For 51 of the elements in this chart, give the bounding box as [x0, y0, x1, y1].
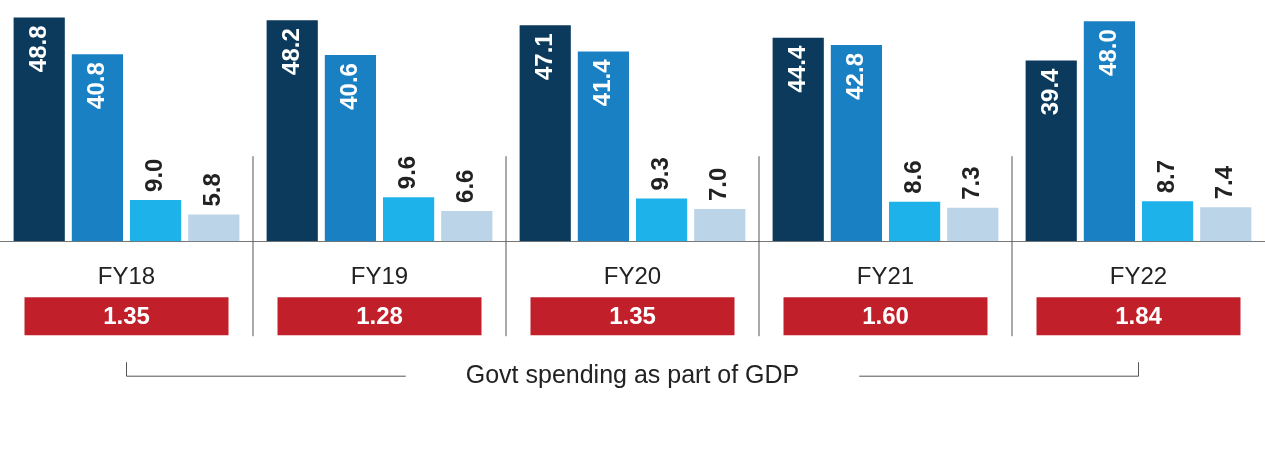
bar: [635, 198, 688, 242]
bar: [129, 199, 182, 242]
data-label: 8.6: [899, 160, 927, 194]
bar: [772, 37, 824, 242]
bar: [947, 207, 999, 242]
text: 1.35: [609, 301, 656, 329]
bar: [266, 20, 318, 242]
data-label: 9.6: [393, 155, 421, 190]
data-label: 9.3: [646, 157, 674, 191]
text: 1.60: [862, 301, 909, 329]
data-label: 5.8: [198, 173, 226, 207]
bar: [888, 201, 941, 242]
data-label: 44.4: [782, 45, 810, 93]
x-tick-label: FY20: [603, 262, 662, 290]
data-label: 7.3: [957, 166, 985, 200]
data-label: 39.4: [1035, 67, 1063, 116]
data-label: 9.0: [140, 158, 168, 192]
data-label: 48.8: [23, 25, 51, 73]
bar: [1200, 207, 1252, 242]
bar: [694, 209, 746, 242]
x-tick-label: FY21: [856, 262, 915, 290]
bar: [577, 51, 630, 242]
data-label: 47.1: [529, 33, 557, 81]
bar: [188, 214, 240, 242]
data-label: 48.2: [276, 28, 304, 75]
data-label: 8.7: [1152, 159, 1180, 194]
text: Govt spending as part of GDP: [465, 360, 800, 389]
data-label: 7.0: [704, 167, 732, 202]
data-label: 7.4: [1210, 165, 1238, 200]
data-label: 40.6: [335, 63, 363, 110]
text: 1.35: [103, 301, 150, 329]
x-tick-label: FY22: [1109, 262, 1168, 290]
data-label: 42.8: [841, 53, 869, 100]
x-tick-label: FY18: [97, 262, 156, 290]
data-label: 40.8: [82, 62, 110, 109]
bar: [1083, 21, 1136, 242]
bar: [1141, 201, 1194, 242]
bar: [324, 55, 377, 242]
data-label: 48.0: [1094, 29, 1122, 76]
bar: [441, 210, 493, 242]
bar: [830, 45, 883, 242]
data-label: 6.6: [451, 169, 479, 203]
bar: [71, 54, 124, 242]
data-label: 41.4: [588, 58, 616, 107]
text: 1.28: [356, 301, 403, 329]
bar: [1025, 60, 1077, 242]
bar: [519, 25, 571, 242]
bar: [382, 197, 435, 242]
x-tick-label: FY19: [350, 262, 409, 290]
bar: [13, 17, 65, 242]
text: 1.84: [1115, 301, 1163, 329]
